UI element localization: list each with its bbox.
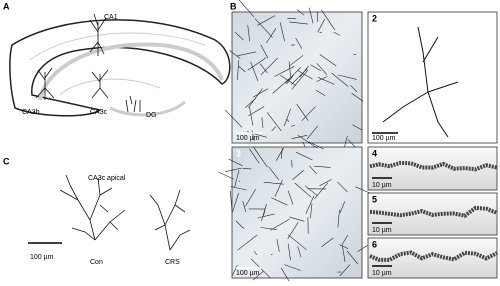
scale-label: 100 µm bbox=[372, 135, 396, 142]
region-label: DG bbox=[146, 112, 157, 119]
neuron-ca3b bbox=[35, 67, 55, 100]
hippocampus-outline bbox=[9, 19, 231, 117]
scale-label: 100 µm bbox=[236, 135, 260, 142]
region-label: CA3c bbox=[90, 109, 108, 116]
region-label: CA1 bbox=[104, 14, 118, 21]
scale-label: 10 µm bbox=[372, 270, 392, 277]
panel-label: B bbox=[230, 1, 237, 11]
tracing-con bbox=[59, 174, 126, 241]
image-number: 2 bbox=[372, 13, 377, 23]
scale-label: 100 µm bbox=[30, 254, 54, 261]
scale-label: 10 µm bbox=[372, 227, 392, 234]
group-label: CRS bbox=[165, 259, 180, 266]
dendrite bbox=[369, 160, 498, 172]
dendrite bbox=[369, 250, 498, 262]
group-label: Con bbox=[90, 259, 103, 266]
image-frame bbox=[231, 146, 363, 279]
dg-layer bbox=[109, 100, 186, 117]
neuron-tracing bbox=[382, 26, 459, 138]
cell-layer bbox=[38, 42, 224, 101]
neuron-ca3c bbox=[91, 69, 109, 99]
image-number: 3 bbox=[236, 148, 241, 158]
dendrite bbox=[369, 205, 498, 218]
scale-label: 100 µm bbox=[236, 270, 260, 277]
image-number: 5 bbox=[372, 194, 377, 204]
scale-label: 10 µm bbox=[372, 182, 392, 189]
panel-label: C bbox=[3, 156, 10, 166]
neuron-ca1 bbox=[89, 13, 107, 56]
layer-line bbox=[59, 78, 161, 96]
image-number: 6 bbox=[372, 239, 377, 249]
region-label: CA3b bbox=[22, 109, 40, 116]
tracing-crs bbox=[149, 189, 191, 251]
image-frame bbox=[367, 11, 498, 144]
neuron-texture bbox=[225, 0, 364, 156]
image-frame bbox=[231, 11, 363, 144]
image-number: 4 bbox=[372, 148, 377, 158]
layer-line bbox=[29, 32, 206, 61]
panel-label: A bbox=[3, 1, 10, 11]
neuron-dg bbox=[125, 95, 141, 113]
panel-title: CA3c apical bbox=[88, 175, 126, 182]
